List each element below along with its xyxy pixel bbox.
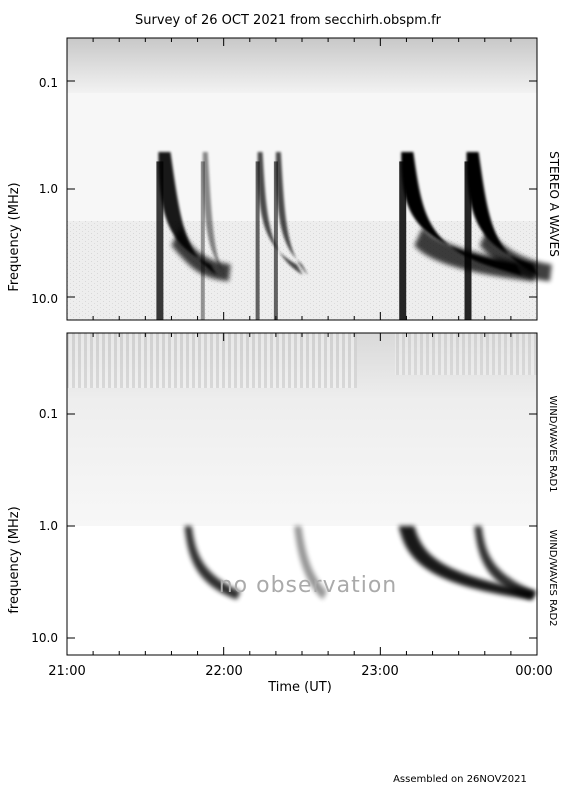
stereo-bursts	[156, 152, 552, 320]
stereo-tick-label-10.0: 10.0	[31, 292, 58, 306]
stereo-burst-stem	[464, 161, 472, 320]
stereo-burst-stem	[273, 161, 278, 320]
stereo-high-band	[67, 221, 537, 320]
stereo-instrument-label: STEREO A WAVES	[547, 151, 561, 257]
stereo-burst-stem	[156, 161, 164, 320]
rad1-striations-right	[395, 333, 537, 375]
wind-ticks	[66, 333, 538, 655]
stereo-burst-5	[401, 152, 523, 275]
stereo-burst-stem	[200, 161, 205, 320]
stereo-ticks	[66, 38, 538, 320]
stereo-burst-1-halo	[171, 226, 231, 282]
wind-bursts	[184, 526, 536, 600]
stereo-burst-3	[257, 152, 303, 275]
wind-tick-label-10.0: 10.0	[31, 631, 58, 645]
x-tick-label-2200: 22:00	[205, 664, 242, 679]
stereo-mid-band	[67, 93, 537, 221]
stereo-low-band	[67, 38, 537, 93]
stereo-burst-stem	[399, 161, 407, 320]
stereo-burst-1	[158, 152, 217, 275]
stereo-burst-6-halo	[479, 226, 552, 282]
stereo-panel: 0.1 1.0 10.0 Frequency (MHz) STEREO A WA…	[7, 37, 561, 321]
stereo-tick-label-1.0: 1.0	[39, 182, 58, 196]
x-tick-label-2100: 21:00	[48, 664, 85, 679]
rad1-striations	[67, 333, 357, 388]
wind-burst-2	[294, 526, 327, 600]
x-tick-label-0000: 00:00	[515, 664, 552, 679]
no-observation-label: no observation	[219, 573, 398, 598]
rad2-instrument-label: WIND/WAVES RAD2	[547, 529, 558, 626]
wind-panel: 0.1 1.0 10.0 frequency (MHz) WIND/WAVES …	[7, 332, 558, 656]
footer-assembled: Assembled on 26NOV2021	[393, 774, 527, 785]
x-tick-label-2300: 23:00	[361, 664, 398, 679]
stereo-burst-stem	[255, 161, 260, 320]
wind-tick-label-0.1: 0.1	[39, 407, 58, 421]
wind-burst-1	[184, 526, 241, 600]
wind-tick-label-1.0: 1.0	[39, 519, 58, 533]
stereo-ylabel: Frequency (MHz)	[7, 182, 22, 291]
stereo-burst-2	[202, 152, 225, 275]
wind-burst-4	[474, 526, 536, 600]
stereo-tick-label-0.1: 0.1	[39, 76, 58, 90]
wind-ylabel: frequency (MHz)	[7, 506, 22, 613]
stereo-burst-4	[275, 152, 308, 275]
figure-title: Survey of 26 OCT 2021 from secchirh.obsp…	[135, 13, 442, 28]
rad1-instrument-label: WIND/WAVES RAD1	[547, 395, 558, 492]
x-axis-label: Time (UT)	[267, 680, 332, 695]
